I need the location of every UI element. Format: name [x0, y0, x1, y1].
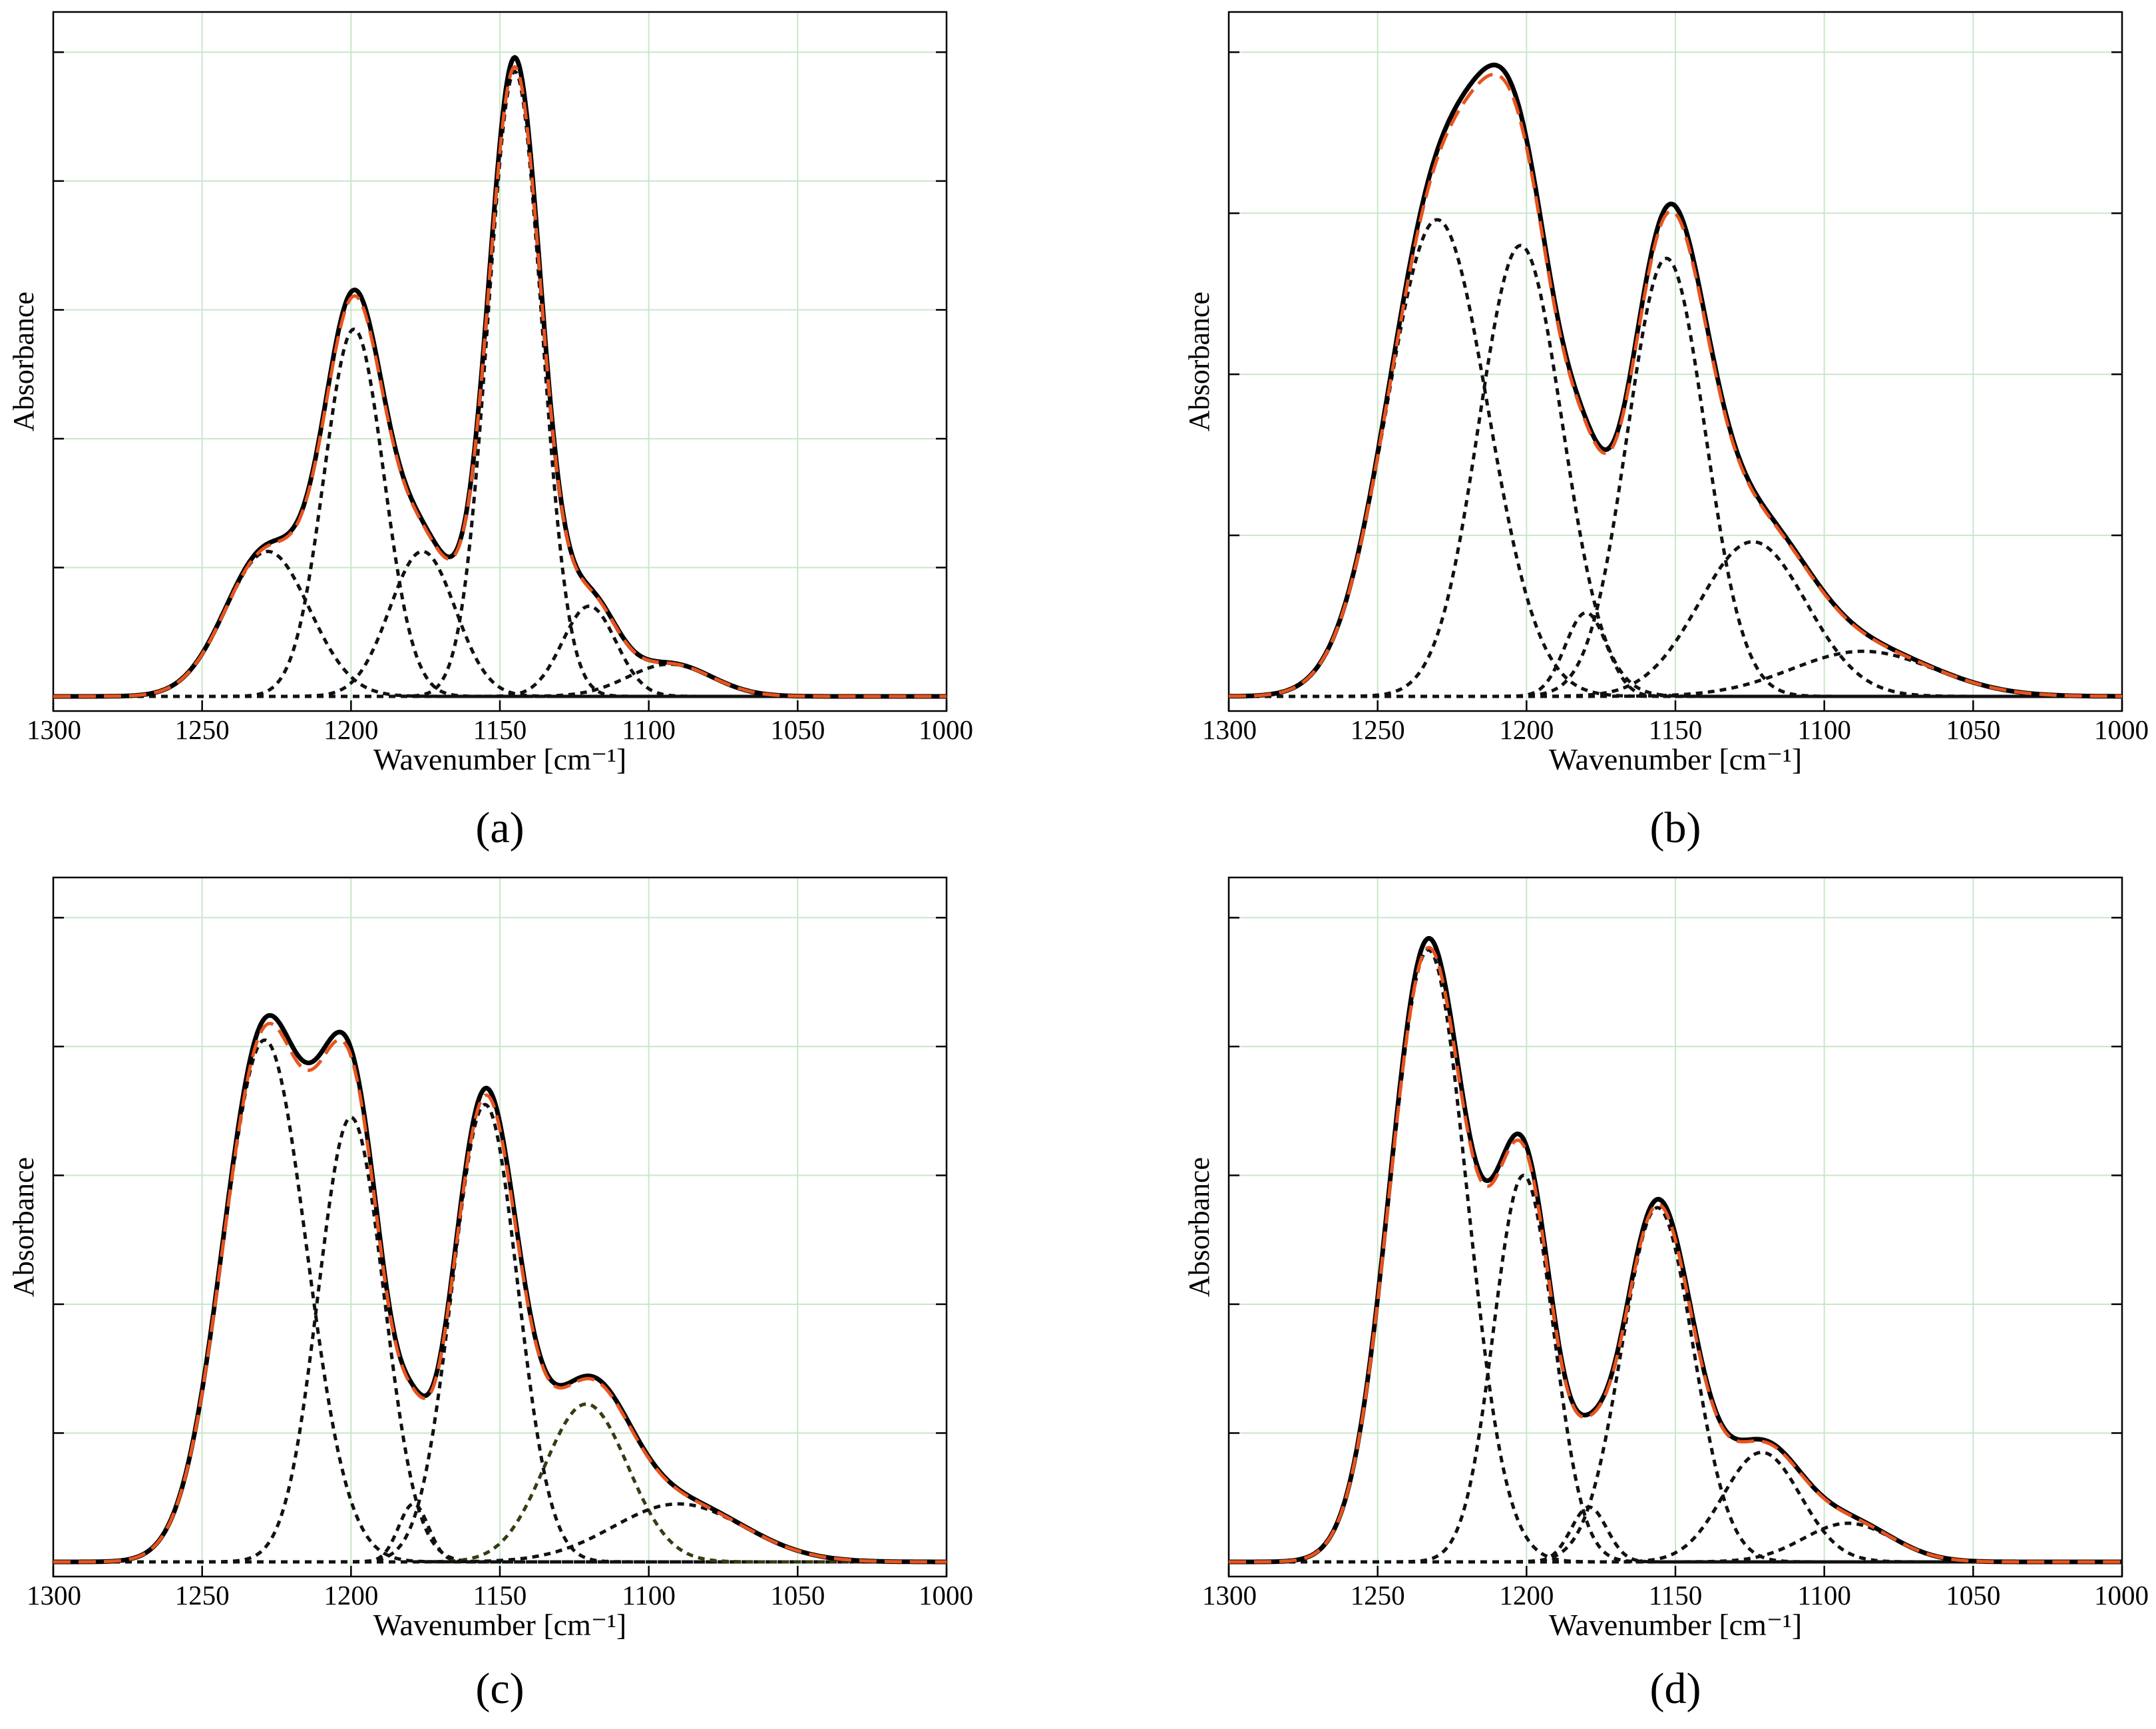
panel-label: (a) — [475, 804, 524, 852]
chart-panel-d: 1300 1250 1200 1150 1100 1050 1000 Wavenumber [… — [1183, 876, 2149, 1713]
chart-panel-a: 1300 1250 1200 1150 1100 1050 1000 Wavenumber [… — [7, 11, 973, 852]
panel-label: (d) — [1650, 1664, 1701, 1713]
x-tick-label: 1000 — [919, 1580, 973, 1610]
x-axis-title: Wavenumber [cm⁻¹] — [373, 1608, 627, 1642]
x-tick-label: 1100 — [622, 714, 675, 745]
x-tick-label: 1050 — [1946, 714, 2000, 745]
series-fit — [53, 1021, 947, 1564]
series-fit — [1229, 945, 2122, 1564]
x-tick-label: 1050 — [1946, 1580, 2000, 1610]
plot-area — [53, 1013, 947, 1565]
series-fit — [53, 65, 947, 698]
x-tick-label: 1150 — [1649, 1580, 1702, 1610]
x-tick-label: 1000 — [919, 714, 973, 745]
panel-label: (b) — [1650, 804, 1701, 852]
x-tick-label: 1300 — [27, 714, 81, 745]
x-tick-label: 1150 — [473, 1580, 527, 1610]
series-fit — [1229, 73, 2122, 698]
series-component-6 — [53, 1502, 947, 1564]
x-tick-label: 1150 — [1649, 714, 1702, 745]
x-tick-label: 1250 — [175, 714, 230, 745]
x-tick-label: 1200 — [1499, 714, 1554, 745]
x-tick-label: 1200 — [1499, 1580, 1554, 1610]
x-tick-label: 1300 — [1202, 1580, 1257, 1610]
y-axis-title: Absorbance — [7, 1157, 40, 1297]
x-tick-label: 1000 — [2094, 1580, 2149, 1610]
x-tick-label: 1100 — [1797, 714, 1850, 745]
y-axis-title: Absorbance — [7, 292, 40, 431]
x-tick-label: 1250 — [1351, 1580, 1405, 1610]
plot-area — [1229, 63, 2122, 699]
x-tick-label: 1100 — [622, 1580, 675, 1610]
x-tick-label: 1300 — [1202, 714, 1257, 745]
x-tick-label: 1250 — [175, 1580, 230, 1610]
y-axis-title: Absorbance — [1183, 292, 1215, 431]
x-tick-label: 1200 — [323, 714, 378, 745]
x-tick-label: 1150 — [473, 714, 527, 745]
plot-area — [53, 55, 947, 699]
y-axis-title: Absorbance — [1183, 1157, 1215, 1297]
x-axis-title: Wavenumber [cm⁻¹] — [373, 742, 627, 776]
x-tick-label: 1050 — [770, 714, 825, 745]
x-tick-label: 1100 — [1797, 1580, 1850, 1610]
x-tick-label: 1300 — [27, 1580, 81, 1610]
x-tick-label: 1050 — [770, 1580, 825, 1610]
x-tick-label: 1000 — [2094, 714, 2149, 745]
x-tick-label: 1200 — [323, 1580, 378, 1610]
panel-label: (c) — [475, 1664, 524, 1713]
chart-panel-c: 1300 1250 1200 1150 1100 1050 1000 Wavenumber [… — [7, 876, 973, 1713]
x-tick-label: 1250 — [1351, 714, 1405, 745]
x-axis-title: Wavenumber [cm⁻¹] — [1549, 742, 1803, 776]
plot-area — [1229, 936, 2122, 1565]
chart-panel-b: 1300 1250 1200 1150 1100 1050 1000 Wavenumber [… — [1183, 11, 2149, 852]
x-axis-title: Wavenumber [cm⁻¹] — [1549, 1608, 1803, 1642]
